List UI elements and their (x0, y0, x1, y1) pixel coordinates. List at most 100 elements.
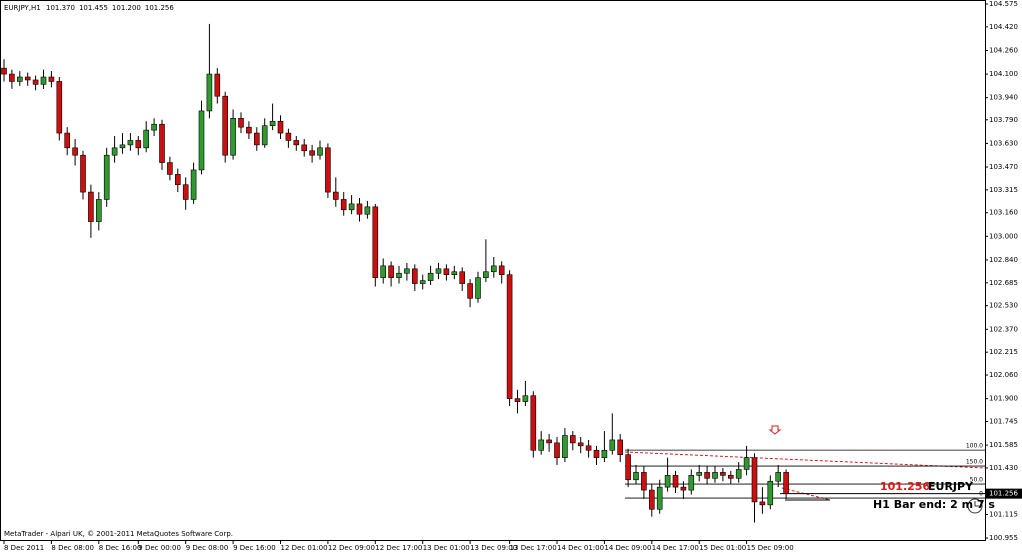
price-display: 101.256 (880, 480, 930, 493)
current-price-label: 101.256 (989, 490, 1018, 498)
x-tick-label: 12 Dec 01:00 (281, 544, 328, 552)
candle-body (530, 395, 537, 451)
x-tick-label: 15 Dec 01:00 (699, 544, 746, 552)
candle-body (332, 191, 339, 200)
y-tick-label: 103.940 (989, 94, 1018, 102)
x-tick-label: 9 Dec 00:00 (138, 544, 181, 552)
candle-body (261, 125, 268, 146)
x-tick-label: 14 Dec 17:00 (652, 544, 699, 552)
candle-body (372, 206, 379, 278)
y-tick-label: 101.900 (989, 395, 1018, 403)
candle-body (554, 442, 560, 458)
candle-body (783, 472, 789, 494)
candle-body (301, 144, 308, 152)
x-tick-label: 8 Dec 16:00 (99, 544, 142, 552)
candle-body (254, 132, 260, 146)
candle-body (246, 126, 252, 134)
x-tick-label: 9 Dec 08:00 (186, 544, 229, 552)
ohlc-header: 101.370 101.455 101.200 101.256 (46, 4, 174, 12)
ohlc-value: 101.370 (46, 4, 75, 12)
y-tick-label: 104.575 (989, 0, 1018, 8)
candle-body (175, 174, 181, 186)
ohlc-value: 101.455 (79, 4, 108, 12)
candle-body (475, 277, 481, 299)
symbol-header: EURJPY,H1 (4, 4, 41, 12)
y-tick-label: 101.745 (989, 417, 1018, 425)
y-tick-label: 104.420 (989, 23, 1018, 31)
candle-body (648, 489, 655, 510)
candle-body (48, 76, 55, 82)
candle-body (443, 268, 450, 276)
candle-body (56, 81, 63, 134)
candle-body (467, 283, 473, 299)
candle-body (340, 199, 347, 211)
candle-body (214, 73, 221, 97)
fib-label: 100.0 (966, 443, 983, 450)
y-tick-label: 102.370 (989, 325, 1018, 333)
candle-body (585, 445, 592, 451)
ohlc-value: 101.256 (145, 4, 174, 12)
y-tick-label: 103.000 (989, 232, 1018, 240)
footer: MetaTrader - Alpari UK, © 2001-2011 Meta… (4, 530, 233, 538)
candle-body (664, 475, 671, 488)
candle-body (427, 272, 434, 281)
candle-body (727, 475, 734, 479)
candle-body (601, 449, 608, 458)
candle-body (680, 486, 687, 491)
candle-body (16, 76, 23, 82)
ohlc-value: 101.200 (112, 4, 141, 12)
fib-label: 150.0 (966, 459, 983, 466)
x-tick-label: 13 Dec 17:00 (510, 544, 557, 552)
candle-body (435, 268, 442, 274)
y-tick-label: 102.215 (989, 348, 1018, 356)
candle-body (404, 268, 410, 274)
candle-body (767, 480, 774, 506)
candle-body (159, 123, 165, 163)
candle-body (198, 110, 205, 171)
candle-body (775, 472, 782, 482)
candle-body (96, 199, 102, 222)
candle-body (577, 442, 584, 447)
candle-body (625, 454, 631, 481)
bar-timer: H1 Bar end: 2 m 7 s (873, 498, 995, 511)
candle-body (119, 144, 126, 149)
x-tick-label: 13 Dec 09:00 (470, 544, 517, 552)
candle-body (514, 398, 521, 402)
y-tick-label: 103.630 (989, 139, 1018, 147)
candle-body (506, 274, 513, 399)
candle-body (143, 129, 149, 149)
y-tick-label: 103.315 (989, 186, 1018, 194)
candle-body (285, 132, 292, 141)
arrow-icon (768, 425, 782, 435)
x-tick-label: 13 Dec 01:00 (423, 544, 470, 552)
candle-body (238, 118, 244, 128)
candle-body (546, 439, 552, 444)
candle-body (396, 272, 402, 278)
candle-body (1, 67, 7, 75)
candle-body (656, 486, 663, 510)
candle-body (32, 79, 39, 85)
candle-body (759, 501, 766, 506)
candle-body (222, 95, 228, 156)
y-tick-label: 101.430 (989, 464, 1018, 472)
candle-body (182, 184, 189, 200)
x-tick-label: 12 Dec 17:00 (375, 544, 422, 552)
candle-body (743, 457, 750, 470)
y-tick-label: 102.530 (989, 302, 1018, 310)
y-tick-label: 101.585 (989, 441, 1018, 449)
y-tick-label: 102.060 (989, 371, 1018, 379)
candle-body (277, 120, 284, 134)
y-tick-label: 103.790 (989, 116, 1018, 124)
candle-body (633, 472, 639, 481)
candle-body (80, 154, 86, 193)
candle-body (712, 472, 718, 479)
x-tick-label: 12 Dec 09:00 (328, 544, 375, 552)
candle-body (230, 118, 236, 156)
candle-body (206, 73, 213, 112)
x-tick-label: 8 Dec 08:00 (51, 544, 94, 552)
y-tick-label: 103.160 (989, 209, 1018, 217)
candle-body (538, 439, 545, 451)
candle-body (751, 457, 758, 503)
candle-body (356, 203, 363, 215)
x-tick-label: 8 Dec 2011 (4, 544, 44, 552)
